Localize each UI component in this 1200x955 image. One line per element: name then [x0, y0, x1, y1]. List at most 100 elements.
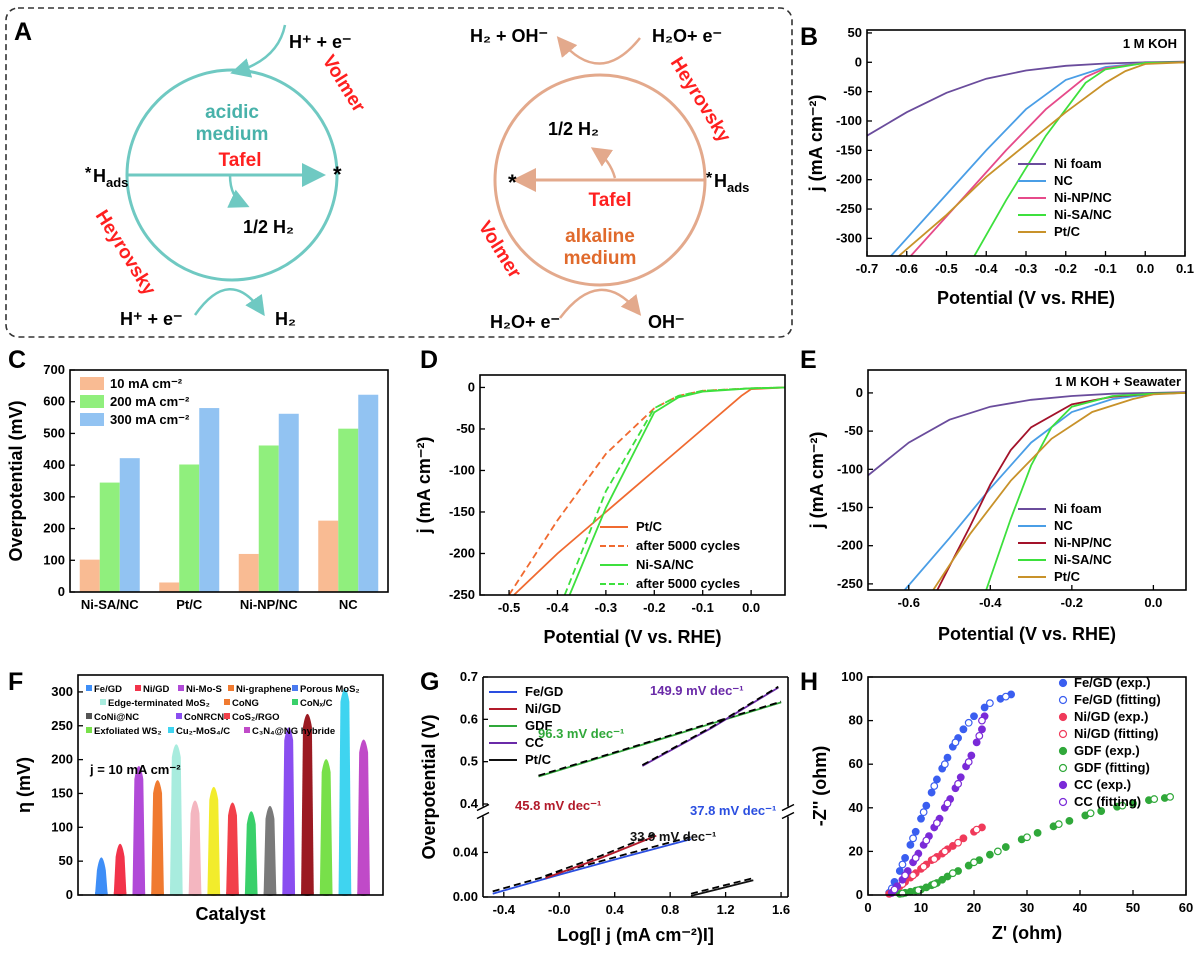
- chart-e-xlabel: Potential (V vs. RHE): [938, 624, 1116, 644]
- chart-b-xtick-label: -0.7: [856, 261, 878, 276]
- chart-h-point-fe-gd-exp-2: [895, 867, 904, 875]
- chart-b-legend-ni-foam: Ni foam: [1054, 156, 1102, 171]
- chart-c-bar-pt-c-0: [159, 582, 180, 592]
- chart-c-ytick-label: 200: [43, 521, 65, 536]
- chart-f-bar-6: [207, 786, 221, 895]
- chart-g-xtick-label: -0.0: [548, 902, 570, 917]
- chart-g-break-left-mask: [477, 806, 489, 817]
- chart-d-ytick-label: -250: [449, 587, 475, 602]
- chart-f-legend-swatch: [292, 699, 298, 705]
- chart-h-point-gdf-fitting-5: [993, 847, 1002, 856]
- chart-f-legend-con-c: CoNₓ/C: [300, 698, 333, 709]
- chart-e-line-ni-sa-nc: [985, 392, 1186, 590]
- chart-h-point-fe-gd-fitting-7: [964, 718, 973, 727]
- chart-h-point-ni-gd-fitting-5: [940, 847, 949, 856]
- chart-h-point-cc-fitting-2: [911, 854, 920, 862]
- chart-h-legend-swatch: [1058, 797, 1068, 807]
- alkaline-heyrovsky-arrow: [556, 36, 641, 65]
- chart-g-ytick-label: 0.5: [460, 754, 478, 769]
- chart-h-xtick-label: 20: [967, 900, 981, 915]
- chart-f-bar-10: [282, 727, 296, 895]
- chart-g-legend-gdf: GDF: [525, 718, 553, 733]
- panel-a-label: A: [14, 18, 32, 46]
- acidic-star: *: [333, 162, 342, 187]
- chart-f-frame: [77, 674, 384, 896]
- chart-g-break-mark-0a: [476, 803, 490, 812]
- chart-g-ytick-label: 0.00: [453, 889, 478, 904]
- chart-b-line-ni-foam: [867, 60, 1185, 137]
- chart-h-point-cc-exp-15: [967, 751, 976, 760]
- acidic-half-h2: 1/2 H₂: [243, 217, 294, 237]
- chart-f-ytick-label: 150: [51, 785, 73, 800]
- chart-f-legend-c-n-ng-hybride: C₃N₄@NG hybride: [252, 726, 335, 737]
- panel-f-label: F: [8, 668, 23, 696]
- chart-c-bar-ni-np-nc-1: [258, 445, 279, 592]
- chart-f-ylabel: η (mV): [14, 757, 34, 813]
- panel-h-label: H: [800, 668, 818, 696]
- chart-f-legend-ni-gd: Ni/GD: [143, 684, 170, 695]
- chart-h-point-gdf-fitting-10: [1150, 795, 1159, 803]
- chart-g-line-fe-gd: [492, 838, 692, 895]
- chart-c-legend-swatch: [80, 377, 104, 390]
- chart-h-point-gdf-exp-14: [1001, 843, 1010, 851]
- chart-f-note: j = 10 mA cm⁻²: [89, 762, 181, 777]
- chart-f-legend-conrcnt: CoNRCNT: [184, 712, 230, 723]
- chart-f-legend-swatch: [86, 727, 92, 733]
- chart-h-point-gdf-exp-16: [1033, 828, 1042, 837]
- chart-h-legend-cc-exp: CC (exp.): [1074, 777, 1131, 792]
- chart-b-ytick-label: 50: [848, 25, 862, 40]
- alkaline-medium-label-2: medium: [564, 248, 637, 269]
- chart-b-annotation: 1 M KOH: [1123, 36, 1177, 51]
- chart-c-bar-pt-c-1: [179, 464, 200, 592]
- chart-h-point-fe-gd-exp-11: [943, 753, 952, 762]
- chart-f-legend-swatch: [86, 713, 92, 719]
- chart-h-point-fe-gd-fitting-2: [909, 834, 917, 843]
- chart-b-ytick-label: -300: [836, 230, 862, 245]
- chart-b-xtick-label: -0.1: [1094, 261, 1116, 276]
- chart-e-ytick-label: -100: [837, 461, 863, 476]
- chart-f-legend-fe-gd: Fe/GD: [94, 684, 122, 695]
- chart-h-point-ni-gd-exp-13: [959, 834, 968, 843]
- chart-h-point-cc-fitting-3: [922, 836, 931, 845]
- chart-c-ytick-label: 300: [43, 489, 65, 504]
- chart-h-point-cc-exp-17: [978, 725, 986, 734]
- chart-h-point-cc-fitting-0: [890, 885, 899, 894]
- chart-g-legend-ni-gd: Ni/GD: [525, 701, 561, 716]
- alkaline-half-h2: 1/2 H₂: [548, 119, 599, 139]
- chart-h-legend-gdf-fitting: GDF (fitting): [1074, 760, 1150, 775]
- chart-c-legend-200-ma-cm: 200 mA cm⁻²: [110, 394, 190, 409]
- chart-h-point-gdf-exp-13: [986, 850, 994, 859]
- chart-b-xtick-label: -0.4: [975, 261, 998, 276]
- chart-f-legend-edge-terminated-mos: Edge-terminated MoS₂: [108, 698, 210, 709]
- chart-b-ytick-label: -200: [836, 172, 862, 187]
- chart-b-line-ni-sa-nc: [973, 61, 1185, 256]
- panel-a: A H⁺ + e⁻ acidic medium Volmer Tafel * H…: [5, 7, 793, 338]
- chart-d-xlabel: Potential (V vs. RHE): [543, 627, 721, 647]
- chart-d-line-3: [563, 386, 785, 595]
- chart-e-frame: [867, 369, 1187, 591]
- chart-g-break-mark-1a: [781, 803, 795, 812]
- chart-h-point-cc-fitting-1: [901, 871, 909, 880]
- chart-b-ytick-label: -150: [836, 142, 862, 157]
- chart-b-legend-nc: NC: [1054, 173, 1073, 188]
- chart-c-ytick-label: 500: [43, 425, 65, 440]
- chart-e-xtick-label: -0.6: [898, 595, 920, 610]
- chart-c: Ni-SA/NC Pt/C Ni-NP/NC NC 0 100 200 300 400 500 60…: [6, 362, 389, 612]
- chart-d-legend-ni-sa-nc: Ni-SA/NC: [636, 557, 694, 572]
- chart-e: -0.6 -0.4 -0.2 0.0 0 -50 -100 -150 -200 -250 Poten…: [807, 369, 1187, 644]
- chart-h-xtick-label: 60: [1179, 900, 1193, 915]
- acidic-volmer-label: Volmer: [318, 52, 370, 117]
- chart-h-point-fe-gd-fitting-9: [1001, 692, 1010, 701]
- chart-c-ytick-label: 100: [43, 552, 65, 567]
- chart-h-point-cc-fitting-5: [943, 799, 952, 808]
- chart-h-point-cc-fitting-7: [964, 758, 973, 766]
- alkaline-hads-h: H: [714, 171, 727, 191]
- chart-h-point-ni-gd-fitting-3: [919, 862, 928, 871]
- chart-e-series: [868, 391, 1186, 590]
- chart-f-legend-swatch: [292, 685, 298, 691]
- chart-f-bar-7: [226, 802, 239, 895]
- chart-c-bar-nc-2: [358, 394, 379, 592]
- alkaline-tafel-label: Tafel: [589, 190, 632, 211]
- chart-c-legend-swatch: [80, 395, 104, 408]
- chart-d-line-0: [513, 386, 785, 595]
